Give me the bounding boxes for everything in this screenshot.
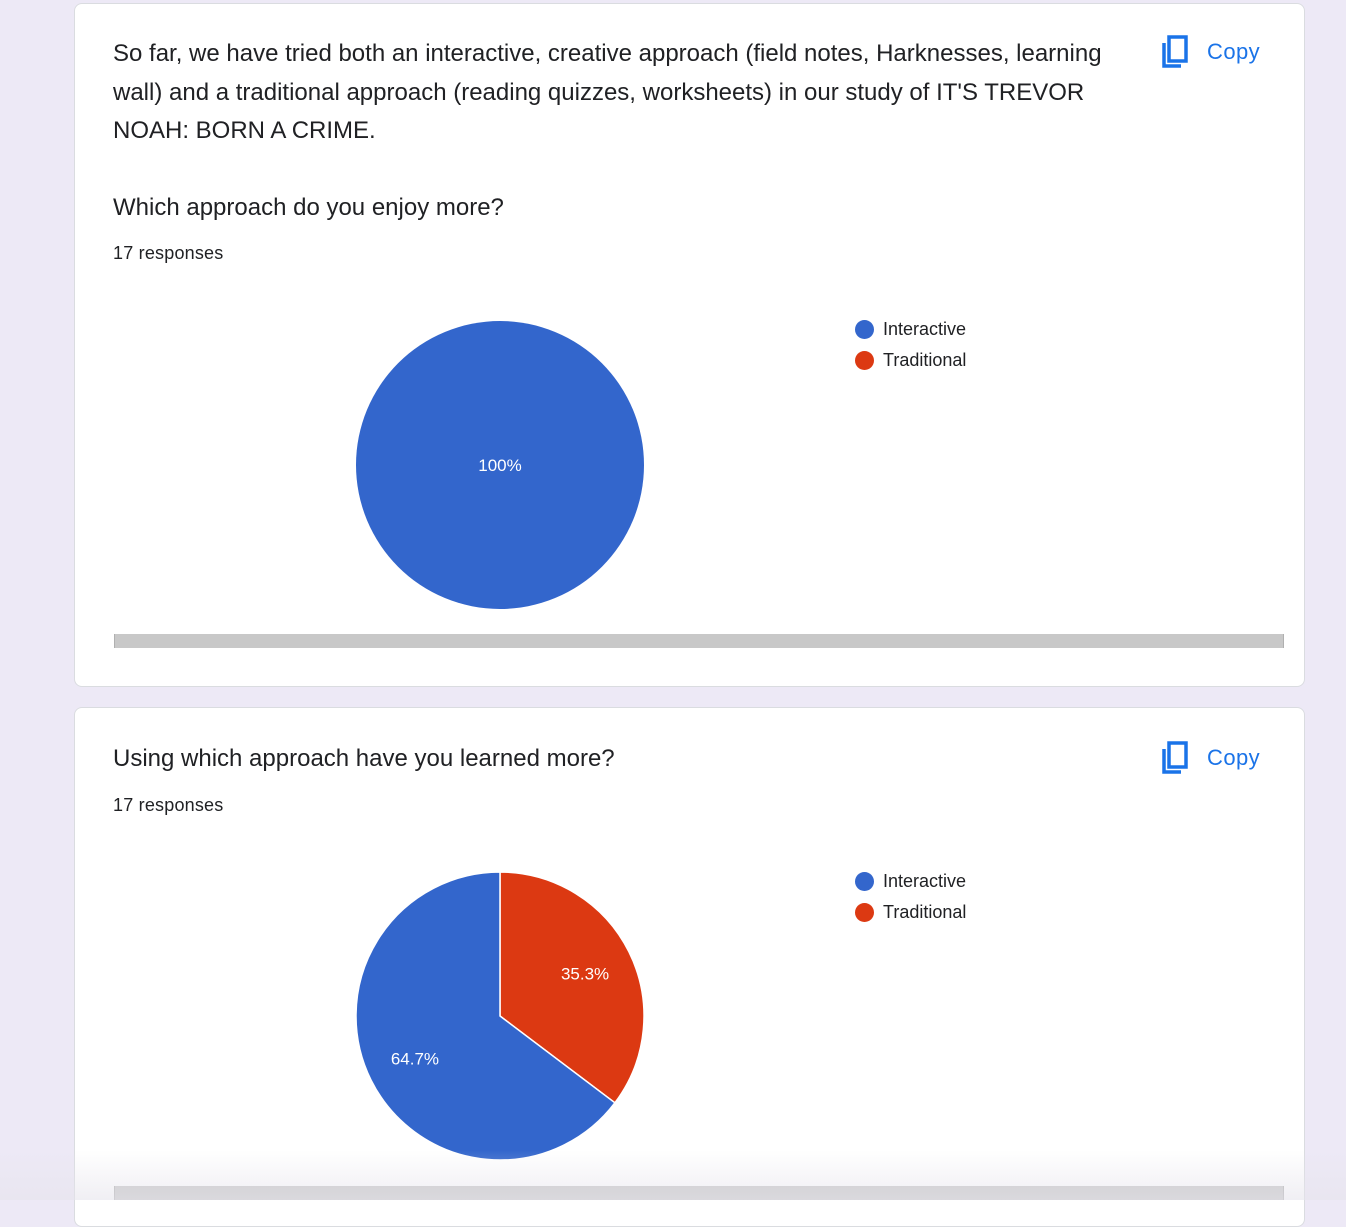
legend-swatch-traditional	[855, 903, 874, 922]
horizontal-scrollbar[interactable]	[114, 1186, 1284, 1200]
legend-label: Interactive	[883, 871, 967, 891]
legend-swatch-traditional	[855, 351, 874, 370]
legend-label: Interactive	[883, 319, 967, 339]
pie-slice-label: 35.3%	[561, 965, 609, 984]
copy-label: Copy	[1207, 745, 1260, 770]
legend-item-traditional[interactable]: Traditional	[855, 345, 966, 376]
question-title: Using which approach have you learned mo…	[113, 745, 615, 772]
copy-chart-button[interactable]: Copy	[1161, 738, 1260, 778]
pie-slice-label: 100%	[478, 456, 521, 475]
legend-label: Traditional	[883, 350, 967, 370]
pie-slice-traditional[interactable]	[499, 871, 645, 1104]
response-count: 17 responses	[113, 795, 224, 815]
legend-item-traditional[interactable]: Traditional	[855, 897, 966, 928]
pie-chart: 100%	[356, 321, 644, 609]
legend-label: Traditional	[883, 902, 967, 922]
legend-swatch-interactive	[855, 320, 874, 339]
copy-icon	[1161, 35, 1189, 69]
copy-icon	[1161, 741, 1189, 775]
question-card: So far, we have tried both an interactiv…	[74, 3, 1305, 687]
chart-legend: Interactive Traditional	[855, 866, 966, 928]
question-title: So far, we have tried both an interactiv…	[113, 40, 1102, 221]
response-count: 17 responses	[113, 243, 224, 263]
copy-label: Copy	[1207, 39, 1260, 64]
pie-slice-label: 64.7%	[391, 1049, 439, 1068]
legend-item-interactive[interactable]: Interactive	[855, 866, 966, 897]
pie-slice-interactive[interactable]	[356, 321, 644, 609]
horizontal-scrollbar[interactable]	[114, 634, 1284, 648]
pie-chart: 35.3% 64.7%	[355, 871, 645, 1161]
legend-swatch-interactive	[855, 872, 874, 891]
chart-legend: Interactive Traditional	[855, 314, 966, 376]
copy-chart-button[interactable]: Copy	[1161, 32, 1260, 72]
question-card: Using which approach have you learned mo…	[74, 707, 1305, 1227]
legend-item-interactive[interactable]: Interactive	[855, 314, 966, 345]
